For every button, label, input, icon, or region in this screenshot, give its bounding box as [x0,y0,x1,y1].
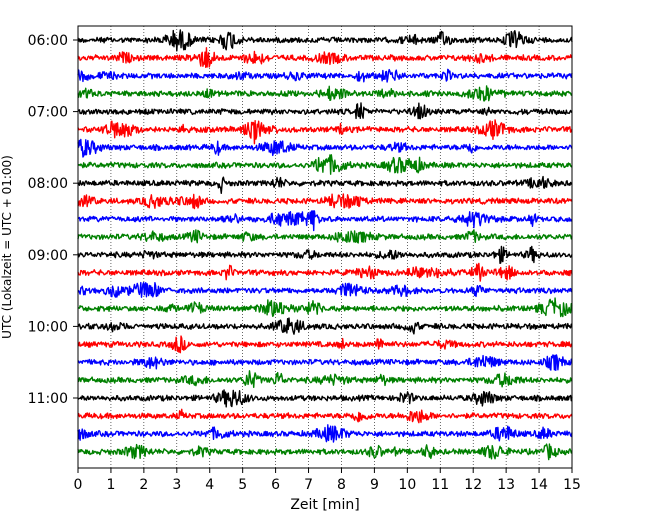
trace-row-0 [77,29,573,52]
y-axis-label: UTC (Lokalzeit = UTC + 01:00) [0,155,14,339]
x-tick-label-7: 7 [304,477,313,493]
x-tick-label-6: 6 [271,477,280,493]
x-tick-label-10: 10 [398,477,416,493]
y-tick-label-2: 08:00 [28,176,68,192]
trace-row-19 [77,370,573,389]
trace-row-16 [77,317,573,335]
x-tick-label-9: 9 [370,477,379,493]
x-axis-ticks: 0 1 2 3 4 5 6 7 8 9 10 11 12 13 14 15 [74,468,581,493]
trace-row-12 [77,245,573,265]
trace-row-10 [77,210,573,232]
seismogram-traces [77,29,573,461]
x-tick-label-3: 3 [172,477,181,493]
trace-row-5 [77,119,573,145]
y-axis-ticks: 06:00 07:00 08:00 09:00 10:00 11:00 [28,33,78,407]
trace-row-11 [77,229,573,244]
x-tick-label-15: 15 [563,477,581,493]
trace-row-4 [77,102,573,120]
trace-row-13 [77,262,573,282]
x-tick-label-0: 0 [74,477,83,493]
x-tick-label-14: 14 [530,477,548,493]
trace-row-15 [77,297,573,318]
y-tick-label-3: 09:00 [28,248,68,264]
trace-row-22 [77,424,573,443]
x-tick-label-5: 5 [238,477,247,493]
trace-row-6 [77,138,573,158]
trace-row-3 [77,85,573,102]
trace-row-9 [77,193,573,210]
y-tick-label-4: 10:00 [28,319,68,335]
trace-row-2 [77,68,573,83]
trace-row-8 [77,175,573,195]
trace-row-23 [77,443,573,461]
x-tick-label-11: 11 [431,477,449,493]
trace-row-7 [77,154,573,175]
y-tick-label-1: 07:00 [28,105,68,121]
trace-row-21 [77,408,573,424]
trace-row-18 [77,354,573,372]
y-tick-label-5: 11:00 [28,391,68,407]
x-tick-label-8: 8 [337,477,346,493]
trace-row-14 [77,281,573,298]
x-tick-label-2: 2 [139,477,148,493]
x-axis-label: Zeit [min] [290,497,359,513]
trace-row-1 [77,47,573,68]
x-tick-label-13: 13 [497,477,515,493]
plot-frame [77,25,573,469]
x-tick-label-1: 1 [106,477,115,493]
x-tick-label-12: 12 [464,477,482,493]
trace-row-20 [77,389,573,408]
trace-row-17 [77,335,573,354]
x-tick-label-4: 4 [205,477,214,493]
y-tick-label-0: 06:00 [28,33,68,49]
